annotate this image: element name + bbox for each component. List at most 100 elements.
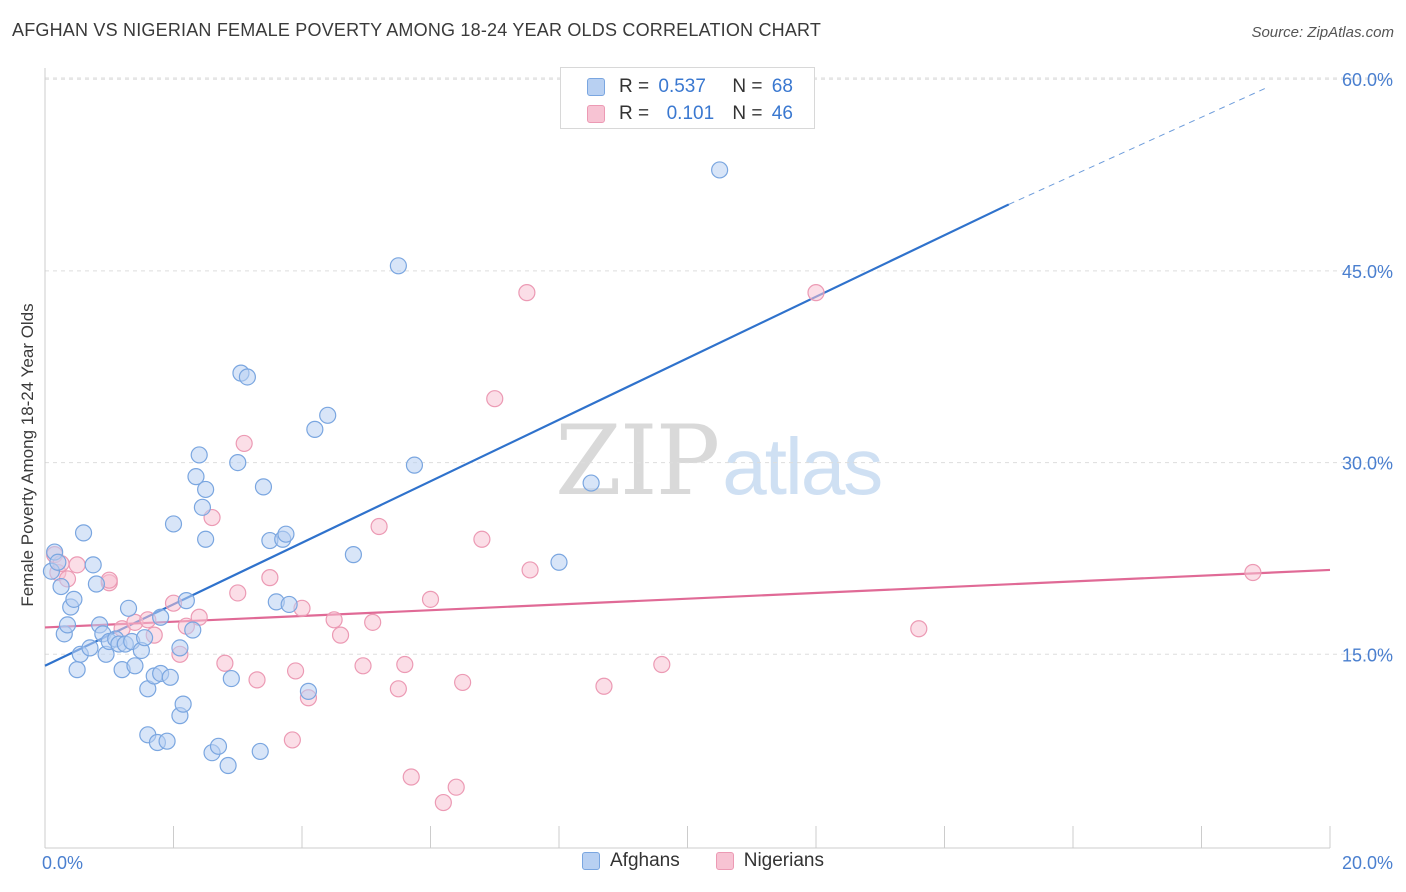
- afghan-point: [161, 668, 179, 686]
- chart-title: AFGHAN VS NIGERIAN FEMALE POVERTY AMONG …: [12, 20, 822, 40]
- legend-swatch-nigerians: [587, 105, 605, 123]
- afghan-point: [405, 456, 424, 474]
- trend-lines: [44, 87, 1331, 667]
- afghan-point: [219, 756, 237, 775]
- nigerian-point: [389, 680, 407, 698]
- afghan-point: [222, 669, 240, 688]
- nigerian-point: [910, 620, 928, 638]
- afghan-point: [74, 524, 93, 542]
- legend-r-value: 0.101: [666, 103, 715, 124]
- nigerian-point: [229, 584, 247, 602]
- afghan-point: [254, 478, 273, 496]
- nigerian-point: [216, 654, 234, 672]
- nigerian-point: [434, 793, 452, 812]
- legend-r-label: R =: [619, 103, 650, 124]
- nigerian-point: [68, 556, 86, 574]
- bottom-legend-nigerians: Nigerians: [715, 850, 824, 872]
- nigerian-point: [421, 590, 440, 608]
- afghan-point: [299, 682, 318, 700]
- afghan-point: [171, 639, 189, 657]
- afghan-point: [190, 446, 208, 464]
- afghan-point: [81, 639, 99, 657]
- afghan-point: [277, 525, 295, 543]
- nigerian-point: [331, 626, 350, 644]
- afghan-point: [550, 553, 568, 571]
- y-tick-label: 45.0%: [1342, 262, 1393, 282]
- watermark: ZIPatlas: [555, 405, 883, 517]
- nigerian-point: [473, 530, 491, 548]
- nigerian-point: [286, 662, 305, 680]
- afghan-point: [711, 161, 729, 179]
- afghan-point: [49, 553, 67, 571]
- y-tick-label: 30.0%: [1342, 454, 1393, 474]
- afghan-point: [174, 695, 192, 713]
- afghan-point: [193, 498, 212, 516]
- afghan-point: [135, 629, 154, 647]
- nigerian-point: [248, 671, 266, 689]
- afghan-point: [58, 616, 77, 634]
- legend-row-afghans: R = 0.537 N = 68: [587, 75, 793, 99]
- afghan-trend-line: [44, 203, 1010, 667]
- legend-swatch-afghans: [587, 78, 605, 96]
- nigerian-point: [1244, 563, 1262, 582]
- y-tick-label: 60.0%: [1342, 70, 1393, 90]
- nigerian-point: [261, 569, 279, 587]
- afghan-point: [68, 661, 86, 679]
- nigerian-point: [653, 655, 671, 674]
- watermark-zip: ZIP: [555, 405, 720, 517]
- legend-r-label: R =: [619, 76, 650, 97]
- afghan-point: [184, 621, 202, 639]
- nigerian-point: [486, 390, 504, 408]
- watermark-atlas: atlas: [722, 422, 883, 511]
- nigerian-point: [364, 613, 382, 631]
- bottom-legend-label-nigerians: Nigerians: [743, 850, 824, 871]
- afghan-point: [319, 406, 337, 424]
- nigerian-point: [521, 561, 539, 579]
- afghan-point: [306, 420, 324, 438]
- afghan-point: [164, 515, 183, 533]
- y-tick-label: 15.0%: [1342, 645, 1393, 665]
- afghan-point: [119, 599, 138, 617]
- afghan-point: [389, 257, 407, 275]
- nigerian-point: [595, 677, 613, 695]
- afghan-point: [87, 575, 106, 593]
- nigerian-point: [370, 517, 388, 536]
- legend-row-nigerians: R = 0.101 N = 46: [587, 102, 793, 126]
- nigerian-point: [447, 778, 465, 796]
- afghan-point: [197, 530, 215, 548]
- axes: [44, 68, 1331, 849]
- x-tick-label: 0.0%: [42, 853, 83, 873]
- nigerian-point: [354, 657, 372, 675]
- source-label: Source: ZipAtlas.com: [1251, 24, 1394, 41]
- x-tick-label: 20.0%: [1342, 853, 1393, 873]
- bottom-legend-afghans: Afghans: [582, 850, 680, 872]
- data-points: [42, 161, 1262, 812]
- afghan-point: [344, 546, 362, 564]
- afghan-point: [126, 657, 144, 675]
- nigerian-point: [396, 655, 414, 674]
- afghan-point: [152, 608, 170, 626]
- legend-n-value: 68: [771, 76, 793, 97]
- legend: R = 0.537 N = 68 R = 0.101 N = 46: [560, 67, 815, 129]
- nigerian-point: [235, 434, 253, 453]
- afghan-point: [209, 737, 228, 755]
- bottom-legend-label-afghans: Afghans: [610, 850, 680, 871]
- afghan-point: [582, 474, 600, 492]
- legend-n-value: 46: [771, 103, 793, 124]
- bottom-legend-swatch-nigerians: [715, 852, 734, 870]
- nigerian-point: [454, 673, 472, 692]
- nigerian-trend-line: [44, 568, 1331, 629]
- afghan-point: [187, 468, 205, 486]
- afghan-point: [177, 592, 195, 610]
- afghan-point: [84, 556, 102, 574]
- legend-n-label: N =: [732, 76, 763, 97]
- nigerian-point: [402, 768, 420, 786]
- afghan-point: [158, 732, 176, 750]
- legend-n-label: N =: [732, 103, 763, 124]
- bottom-legend: Afghans Nigerians: [0, 850, 1406, 872]
- afghan-point: [197, 480, 215, 499]
- afghan-trend-extension: [1008, 87, 1266, 205]
- bottom-legend-swatch-afghans: [582, 852, 600, 870]
- afghan-point: [251, 742, 269, 761]
